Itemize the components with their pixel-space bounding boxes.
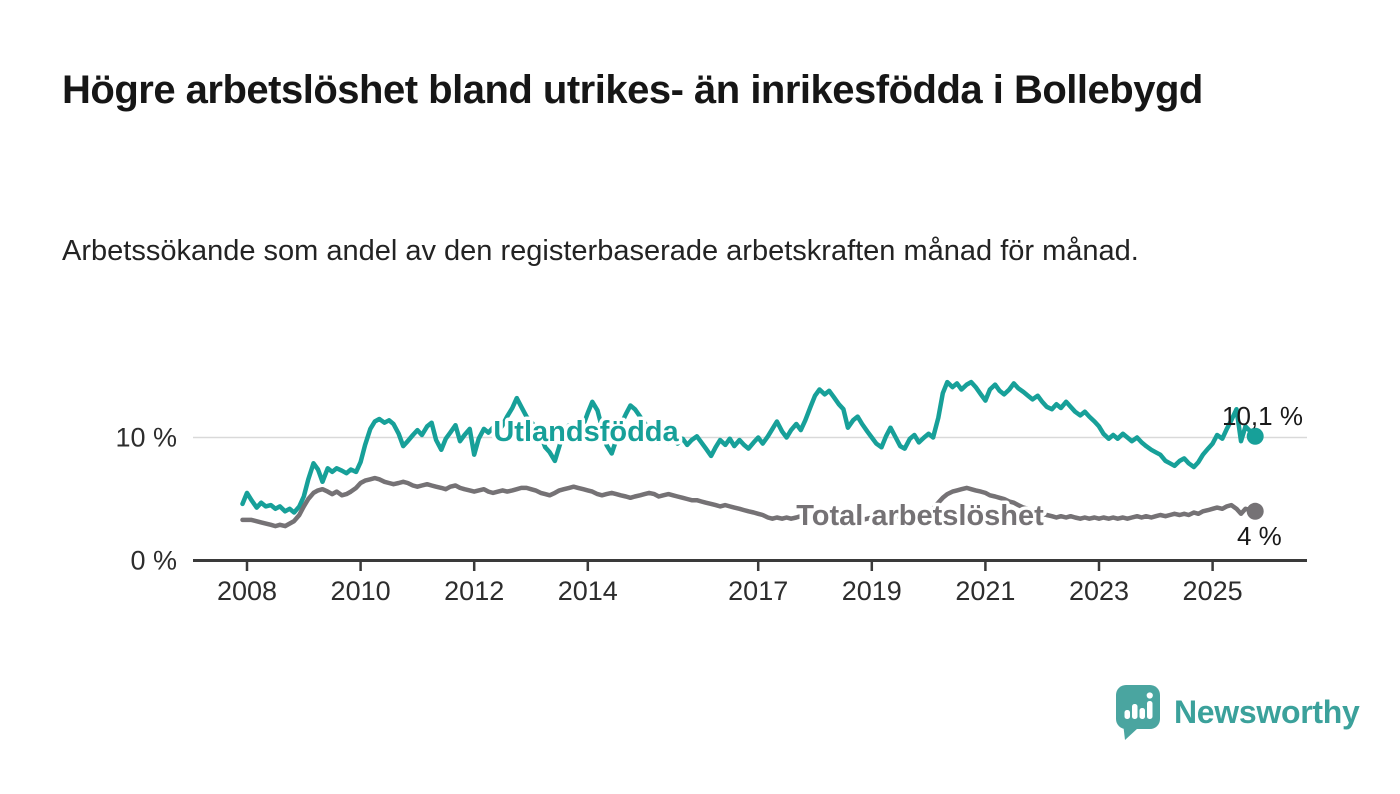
series-lines bbox=[240, 379, 1264, 529]
end-dot-utlandsfodda bbox=[1246, 427, 1264, 445]
series-label-utlandsfodda: Utlandsfödda bbox=[493, 416, 679, 448]
x-tick-label-2017: 2017 bbox=[728, 576, 788, 606]
newsworthy-logo-icon bbox=[1116, 685, 1160, 740]
x-tick-label-2008: 2008 bbox=[217, 576, 277, 606]
newsworthy-logo-text: Newsworthy bbox=[1174, 693, 1360, 730]
line-total-arbetsloshet bbox=[240, 475, 1258, 529]
y-tick-label-0-percent: 0 % bbox=[130, 546, 177, 576]
x-tick-label-2010: 2010 bbox=[331, 576, 391, 606]
y-tick-label-10-percent: 10 % bbox=[115, 423, 177, 453]
logo-exclamation-bar bbox=[1147, 701, 1153, 719]
end-value-label-total: 4 % bbox=[1237, 521, 1282, 551]
x-tick-label-2019: 2019 bbox=[842, 576, 902, 606]
x-tick-label-2025: 2025 bbox=[1183, 576, 1243, 606]
end-value-label-utlandsfodda: 10,1 % bbox=[1222, 401, 1303, 431]
logo-exclamation-dot bbox=[1146, 692, 1153, 699]
page-subtitle: Arbetssökande som andel av den registerb… bbox=[62, 235, 1139, 267]
series-label-total-arbetsloshet: Total arbetslöshet bbox=[796, 500, 1044, 532]
x-tick-label-2012: 2012 bbox=[444, 576, 504, 606]
newsworthy-branding: Newsworthy bbox=[1114, 683, 1360, 741]
y-axis-labels: 0 % 10 % bbox=[115, 423, 177, 576]
page-title: Högre arbetslöshet bland utrikes- än inr… bbox=[62, 68, 1203, 112]
line-utlandsfodda bbox=[240, 379, 1258, 515]
logo-bar-3 bbox=[1139, 708, 1145, 719]
x-tick-label-2021: 2021 bbox=[955, 576, 1015, 606]
logo-bar-2 bbox=[1132, 704, 1138, 719]
x-tick-label-2014: 2014 bbox=[558, 576, 618, 606]
x-tick-label-2023: 2023 bbox=[1069, 576, 1129, 606]
logo-bar-1 bbox=[1124, 710, 1130, 719]
x-axis: 2008 2010 2012 2014 2017 2019 2021 2023 2025 bbox=[193, 559, 1307, 606]
end-dot-total-arbetsloshet bbox=[1246, 502, 1264, 520]
